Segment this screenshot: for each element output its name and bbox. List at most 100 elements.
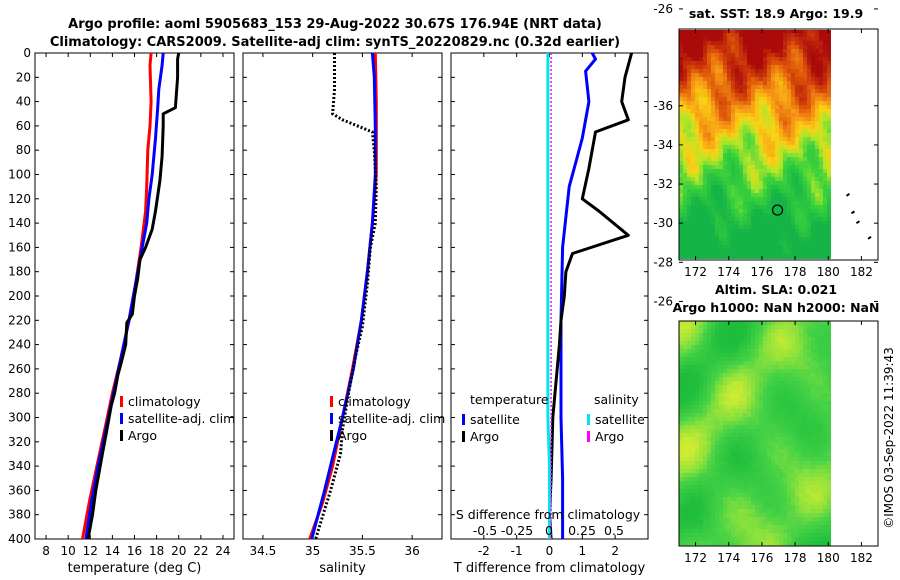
x-tick-label: -1	[511, 544, 523, 558]
map-x-tick-label: 178	[784, 551, 807, 565]
sst-map: 172 174 176 178 180 182 -26 -28 -30 -32 -34 -36	[653, 2, 879, 279]
y-tick-label: 120	[8, 192, 31, 206]
y-tick-label: 220	[8, 313, 31, 327]
title-line-2: Climatology: CARS2009. Satellite-adj cli…	[50, 35, 620, 50]
legend-label: satellite-adj. clim	[338, 411, 445, 426]
x-tick-label: 18	[149, 544, 164, 558]
map-y-tick-label: -28	[653, 255, 673, 269]
y-tick-label: 340	[8, 459, 31, 473]
y-tick-label: 400	[8, 532, 31, 546]
legend-swatch	[330, 413, 333, 424]
y-tick-label: 180	[8, 265, 31, 279]
x-tick-label: 8	[42, 544, 50, 558]
y-tick-label: 140	[8, 216, 31, 230]
x-tick-label: 14	[105, 544, 120, 558]
secondary-x-tick-label: -0.25	[501, 523, 533, 538]
map-x-tick-label: 172	[684, 551, 707, 565]
map-x-tick-label: 182	[850, 265, 873, 279]
map-x-tick-label: 178	[784, 265, 807, 279]
map-field	[679, 321, 831, 546]
difference-panel: -2 -1 0 1 2 T difference from climatology temp…	[450, 52, 649, 576]
copyright-stamp: ©IMOS 03-Sep-2022 11:39:43	[882, 347, 896, 529]
sla-map-title-line-1: Altim. SLA: 0.021	[715, 282, 837, 297]
x-axis-label: T difference from climatology	[453, 561, 646, 576]
map-frame	[678, 320, 879, 547]
legend-label: satellite-adj. clim	[128, 411, 235, 426]
series-line-satellite-adj-clim	[310, 52, 377, 540]
map-x-tick-label: 180	[817, 265, 840, 279]
map-y-tick-label: -26	[653, 294, 673, 308]
x-tick-label: 1	[579, 544, 587, 558]
secondary-x-axis-label: S difference from climatology	[456, 507, 641, 522]
series-line-salinity-satellite	[546, 53, 551, 539]
secondary-x-tick-label: -0.5	[473, 523, 497, 538]
y-tick-label: 240	[8, 338, 31, 352]
legend-swatch	[587, 431, 590, 442]
y-tick-label: 280	[8, 386, 31, 400]
map-x-tick-label: 172	[684, 265, 707, 279]
salinity-panel: 34.5 35 35.5 36 salinity climatology satellite…	[242, 52, 445, 576]
legend-swatch	[462, 431, 465, 442]
secondary-x-tick-label: 0.5	[604, 523, 624, 538]
y-tick-label: 60	[16, 119, 31, 133]
y-tick-label: 0	[23, 46, 31, 60]
legend-swatch	[120, 396, 123, 407]
sla-map: 172 174 176 178 180 182 -26 -28 -30 -32 -34 -36	[653, 99, 879, 565]
map-x-tick-label: 176	[750, 551, 773, 565]
map-field	[679, 30, 831, 259]
y-tick-label: 260	[8, 362, 31, 376]
x-tick-label: -2	[478, 544, 490, 558]
legend-label: Argo	[470, 429, 499, 444]
legend-swatch	[120, 430, 123, 441]
legend-swatch	[462, 414, 465, 425]
x-tick-label: 10	[61, 544, 76, 558]
legend-label: satellite	[470, 412, 520, 427]
argo-float-marker	[771, 204, 784, 216]
legend-title-salinity: salinity	[594, 392, 639, 407]
map-y-tick-label: -26	[653, 2, 673, 16]
x-tick-label: 34.5	[250, 544, 277, 558]
x-tick-label: 36	[405, 544, 420, 558]
map-x-tick-label: 180	[817, 551, 840, 565]
island-marker	[855, 220, 860, 225]
y-tick-label: 360	[8, 483, 31, 497]
island-marker	[850, 210, 856, 215]
sst-map-title: sat. SST: 18.9 Argo: 19.9	[689, 6, 863, 21]
legend-title-temperature: temperature	[470, 392, 549, 407]
map-x-tick-label: 174	[717, 265, 740, 279]
sla-map-title-line-2: Argo h1000: NaN h2000: NaN	[673, 300, 880, 315]
x-tick-label: 35	[305, 544, 320, 558]
series-line-temperature-satellite	[559, 52, 597, 539]
secondary-x-tick-label: 0.25	[568, 523, 596, 538]
map-x-tick-label: 182	[850, 551, 873, 565]
x-tick-label: 16	[127, 544, 142, 558]
x-tick-label: 35.5	[349, 544, 376, 558]
y-tick-label: 20	[16, 70, 31, 84]
y-tick-label: 100	[8, 168, 31, 182]
map-y-tick-label: -36	[653, 99, 673, 113]
x-tick-label: 22	[193, 544, 208, 558]
y-tick-label: 380	[8, 508, 31, 522]
x-axis-label: salinity	[319, 561, 366, 576]
legend-swatch	[330, 396, 333, 407]
legend-label: Argo	[595, 429, 624, 444]
y-tick-label: 40	[16, 95, 31, 109]
title-line-1: Argo profile: aoml 5905683_153 29-Aug-20…	[68, 17, 602, 32]
legend-label: Argo	[128, 428, 157, 443]
legend-label: climatology	[128, 394, 201, 409]
y-tick-label: 200	[8, 289, 31, 303]
legend-swatch	[330, 430, 333, 441]
legend-label: Argo	[338, 428, 367, 443]
series-line-temperature-argo	[548, 52, 634, 540]
x-tick-label: 24	[215, 544, 230, 558]
legend-swatch	[120, 413, 123, 424]
map-x-tick-label: 176	[750, 265, 773, 279]
series-line-argo	[314, 53, 378, 540]
x-tick-label: 12	[83, 544, 98, 558]
legend-label: climatology	[338, 394, 411, 409]
island-marker	[867, 235, 872, 240]
temperature-panel: 8 10 12 14 16 18 20 22 2402040608010012014016018…	[8, 46, 235, 576]
y-tick-label: 320	[8, 435, 31, 449]
legend-label: satellite	[595, 412, 645, 427]
